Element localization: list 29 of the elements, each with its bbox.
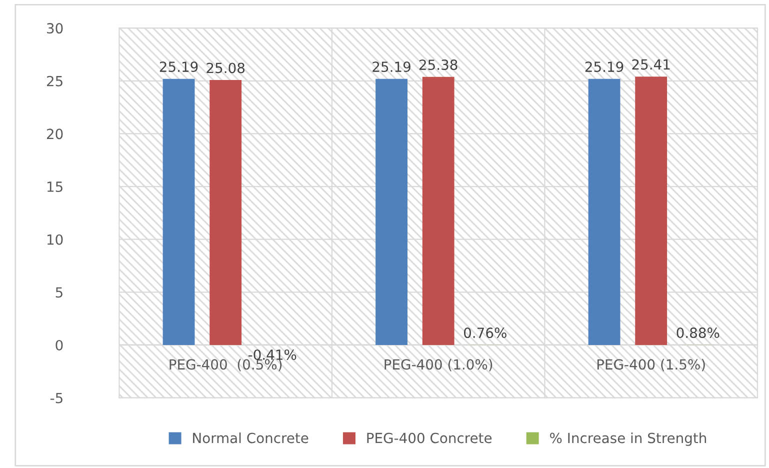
data-label: 0.88% xyxy=(676,328,720,338)
legend-label: PEG-400 Concrete xyxy=(367,432,492,444)
y-tick-label: 10 xyxy=(47,234,63,245)
x-tick-label: PEG-400 (0.5%) xyxy=(170,358,282,372)
y-tick-label: -5 xyxy=(50,392,62,404)
x-tick-label: PEG-400 (1.0%) xyxy=(384,358,492,372)
data-label: 0.76% xyxy=(464,328,506,338)
data-label: 25.19 xyxy=(160,62,198,72)
legend-label: Normal Concrete xyxy=(193,432,308,444)
bar xyxy=(376,78,408,345)
bar xyxy=(588,78,620,345)
data-label: 25.19 xyxy=(585,62,624,72)
bar xyxy=(422,76,454,345)
legend-label: % Increase in Strength xyxy=(550,432,706,446)
data-label: 25.38 xyxy=(419,60,458,70)
data-label: 25.19 xyxy=(372,62,410,72)
y-tick-label: 15 xyxy=(47,182,62,192)
data-label: 25.08 xyxy=(206,62,245,74)
y-tick-label: 30 xyxy=(47,23,63,34)
y-tick-label: 25 xyxy=(46,76,62,86)
bar xyxy=(210,80,242,345)
y-tick-label: 5 xyxy=(56,287,62,298)
bar xyxy=(162,78,195,345)
y-tick-label: 20 xyxy=(46,128,63,140)
bar xyxy=(635,76,668,345)
data-label: -0.41% xyxy=(248,349,296,360)
y-tick-label: 0 xyxy=(56,340,63,350)
x-tick-label: PEG-400 (1.5%) xyxy=(597,358,705,372)
data-label: 25.41 xyxy=(632,59,670,70)
